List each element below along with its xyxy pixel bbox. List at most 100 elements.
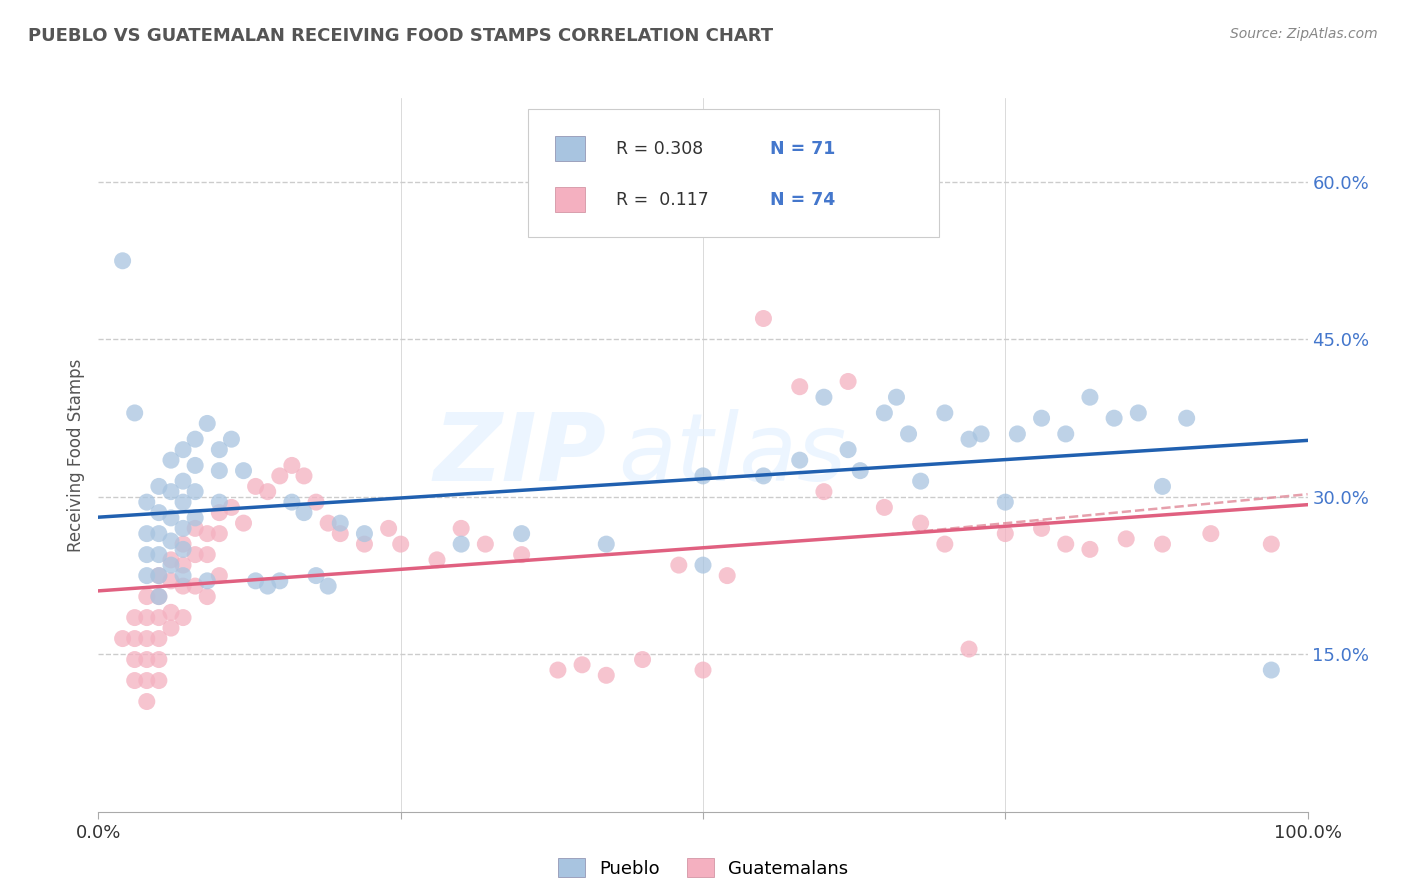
Point [148, 568, 170, 582]
Point [510, 548, 533, 562]
Point [148, 506, 170, 520]
Point [910, 474, 932, 488]
Point [595, 537, 617, 551]
Point [316, 516, 339, 530]
Point [208, 442, 231, 457]
Point [329, 516, 352, 530]
Point [1102, 411, 1125, 425]
Point [1128, 406, 1150, 420]
Point [172, 537, 194, 551]
FancyBboxPatch shape [527, 109, 939, 237]
Point [789, 380, 811, 394]
Point [184, 484, 207, 499]
Point [1175, 411, 1198, 425]
Point [184, 432, 207, 446]
Point [716, 568, 738, 582]
Point [353, 537, 375, 551]
Point [631, 652, 654, 666]
Point [269, 469, 291, 483]
FancyBboxPatch shape [555, 187, 585, 212]
Point [1007, 426, 1029, 441]
Point [305, 568, 328, 582]
Point [172, 579, 194, 593]
Legend: Pueblo, Guatemalans: Pueblo, Guatemalans [550, 851, 856, 885]
Point [208, 506, 231, 520]
Point [789, 453, 811, 467]
Point [245, 479, 267, 493]
Point [135, 610, 157, 624]
Point [837, 442, 859, 457]
Point [1078, 542, 1101, 557]
Point [897, 426, 920, 441]
Point [124, 610, 146, 624]
Point [148, 652, 170, 666]
Point [377, 521, 399, 535]
Point [160, 484, 183, 499]
Point [135, 673, 157, 688]
Text: R =  0.117: R = 0.117 [616, 191, 709, 209]
Point [135, 694, 157, 708]
Point [245, 574, 267, 588]
Point [160, 453, 183, 467]
Text: R = 0.308: R = 0.308 [616, 140, 703, 158]
Point [910, 516, 932, 530]
Point [1031, 411, 1053, 425]
Point [148, 632, 170, 646]
Point [148, 526, 170, 541]
Point [184, 521, 207, 535]
Point [1054, 426, 1077, 441]
Point [292, 469, 315, 483]
Point [474, 537, 496, 551]
Point [172, 442, 194, 457]
Point [316, 579, 339, 593]
Point [208, 464, 231, 478]
Point [813, 390, 835, 404]
Point [160, 621, 183, 635]
Point [221, 432, 243, 446]
Point [1031, 521, 1053, 535]
Point [994, 526, 1017, 541]
Point [934, 537, 956, 551]
Point [124, 673, 146, 688]
Point [269, 574, 291, 588]
Point [195, 548, 218, 562]
Point [957, 432, 980, 446]
Point [305, 495, 328, 509]
Point [752, 311, 775, 326]
Point [1260, 537, 1282, 551]
Point [934, 406, 956, 420]
Point [172, 568, 194, 582]
Point [813, 484, 835, 499]
Point [148, 610, 170, 624]
Point [1152, 479, 1174, 493]
Point [292, 506, 315, 520]
Text: atlas: atlas [619, 409, 846, 500]
Point [1152, 537, 1174, 551]
Point [172, 495, 194, 509]
Y-axis label: Receiving Food Stamps: Receiving Food Stamps [66, 359, 84, 551]
Point [111, 253, 134, 268]
Point [195, 417, 218, 431]
Point [135, 590, 157, 604]
Point [172, 542, 194, 557]
Point [281, 495, 304, 509]
Point [208, 495, 231, 509]
Point [160, 533, 183, 548]
Text: Source: ZipAtlas.com: Source: ZipAtlas.com [1230, 27, 1378, 41]
Point [1115, 532, 1137, 546]
Point [148, 673, 170, 688]
Point [329, 526, 352, 541]
Point [208, 568, 231, 582]
Point [873, 406, 896, 420]
FancyBboxPatch shape [555, 136, 585, 161]
Point [124, 406, 146, 420]
Point [172, 521, 194, 535]
Point [148, 590, 170, 604]
Point [172, 558, 194, 573]
Point [184, 579, 207, 593]
Point [970, 426, 993, 441]
Point [124, 652, 146, 666]
Point [510, 526, 533, 541]
Point [389, 537, 412, 551]
Point [232, 464, 254, 478]
